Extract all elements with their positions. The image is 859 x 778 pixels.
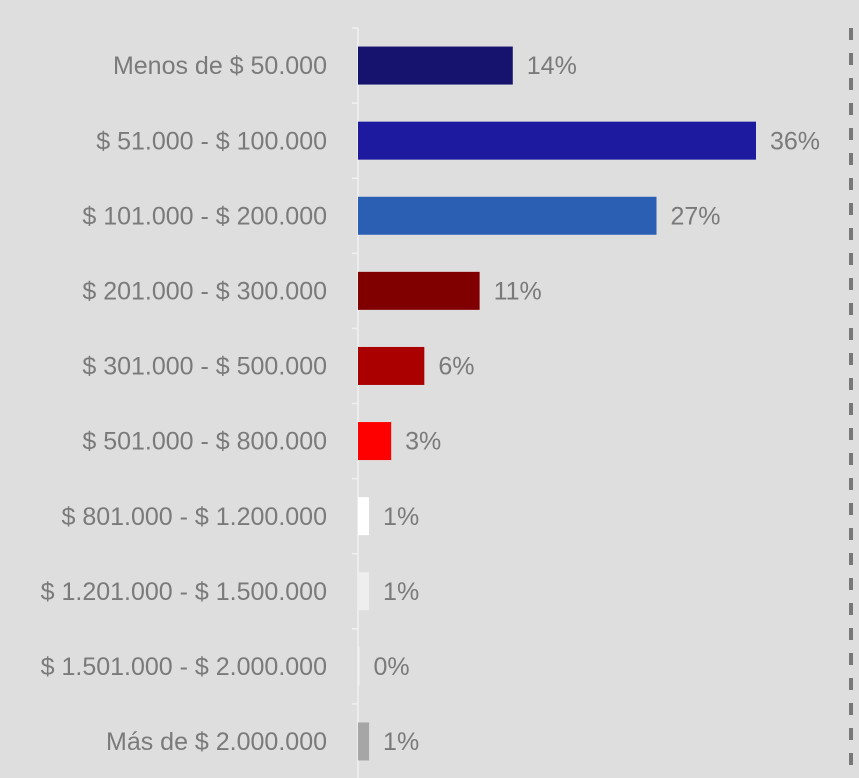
category-label: $ 51.000 - $ 100.000 [96,127,327,155]
value-label: 1% [383,503,419,531]
value-label: 36% [770,127,820,155]
category-label: $ 301.000 - $ 500.000 [82,353,327,381]
category-label: $ 101.000 - $ 200.000 [82,202,327,230]
category-label: Más de $ 2.000.000 [106,728,327,756]
category-label: $ 501.000 - $ 800.000 [82,428,327,456]
category-label: $ 201.000 - $ 300.000 [82,277,327,305]
category-label: $ 1.501.000 - $ 2.000.000 [41,653,327,681]
value-label: 6% [438,353,474,381]
category-label: $ 1.201.000 - $ 1.500.000 [41,578,327,606]
value-label: 3% [405,428,441,456]
bar [358,497,370,536]
value-label: 11% [494,277,542,305]
bar [358,647,360,686]
bar [358,722,370,761]
value-label: 1% [383,578,419,606]
bar [358,346,425,385]
category-label: Menos de $ 50.000 [113,52,327,80]
bar [358,46,513,85]
value-label: 0% [374,653,410,681]
bar [358,121,756,160]
category-label: $ 801.000 - $ 1.200.000 [61,503,327,531]
bar [358,572,370,611]
bar [358,271,480,310]
value-label: 27% [671,202,721,230]
bar [358,196,657,235]
value-label: 1% [383,728,419,756]
value-label: 14% [527,52,577,80]
bar [358,422,392,461]
